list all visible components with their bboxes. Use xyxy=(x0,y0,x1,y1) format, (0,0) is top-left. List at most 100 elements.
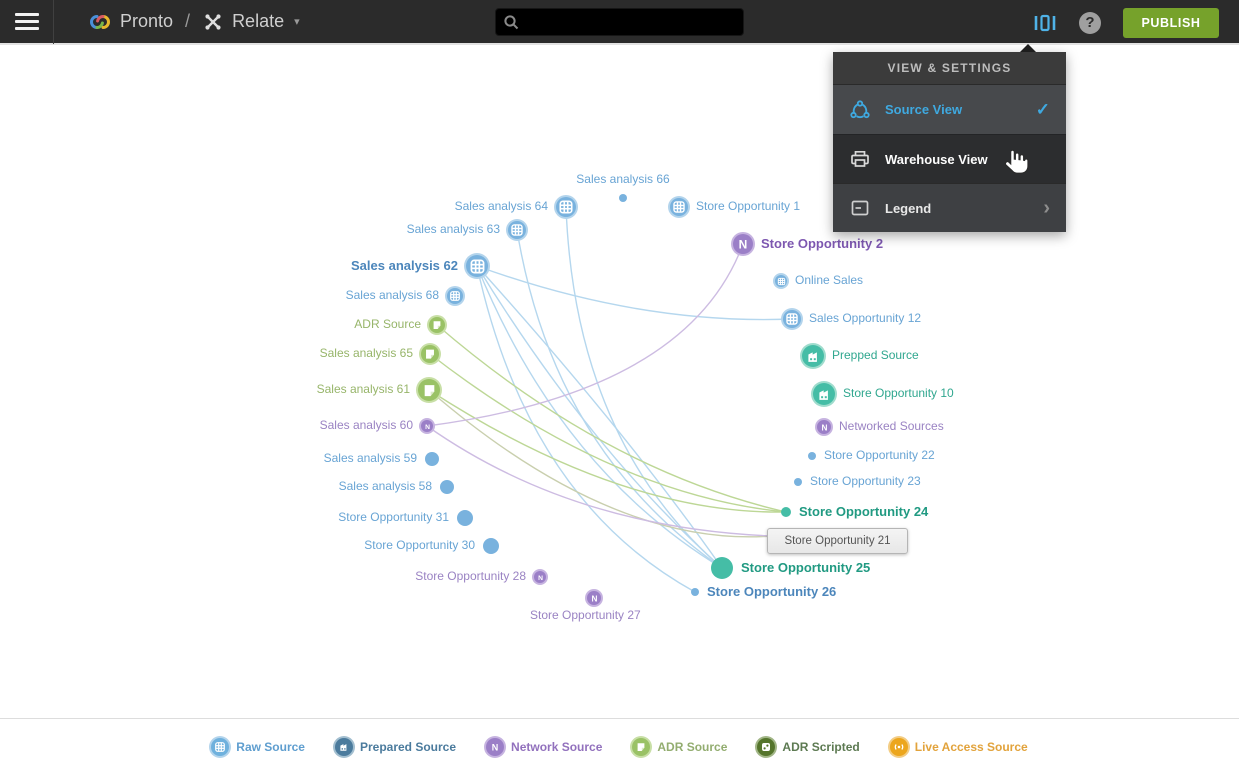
graph-node-label-so12[interactable]: Sales Opportunity 12 xyxy=(809,311,922,325)
clipboard-icon xyxy=(421,382,438,399)
grid-icon xyxy=(510,223,524,237)
graph-node-label-sa61[interactable]: Sales analysis 61 xyxy=(316,382,410,396)
module-caret-icon[interactable]: ▾ xyxy=(294,16,300,28)
graph-node-label-so1[interactable]: Store Opportunity 1 xyxy=(696,199,801,213)
node-tooltip: Store Opportunity 21 xyxy=(767,528,908,554)
menu-item-warehouse-view[interactable]: Warehouse View xyxy=(833,134,1066,183)
graph-node-so30[interactable] xyxy=(483,538,499,554)
view-settings-button[interactable] xyxy=(1033,14,1057,32)
graph-node-label-sa62[interactable]: Sales analysis 62 xyxy=(351,258,458,273)
graph-node-sa59[interactable] xyxy=(425,452,439,466)
edge-sa65-so24 xyxy=(429,353,787,513)
graph-node-so27[interactable]: N xyxy=(587,591,601,605)
graph-node-label-so24[interactable]: Store Opportunity 24 xyxy=(799,504,929,519)
graph-node-sa65[interactable] xyxy=(421,345,439,363)
menu-item-label: Source View xyxy=(885,102,963,117)
module-name[interactable]: Relate xyxy=(232,11,285,31)
hamburger-bar xyxy=(14,20,39,23)
clipboard-icon xyxy=(431,319,443,331)
menu-item-source-view[interactable]: Source View ✓ xyxy=(833,85,1066,134)
search-box[interactable] xyxy=(495,8,744,36)
graph-node-label-so25[interactable]: Store Opportunity 25 xyxy=(741,560,871,575)
graph-node-label-sa58[interactable]: Sales analysis 58 xyxy=(338,479,432,493)
hamburger-menu-button[interactable] xyxy=(0,0,54,44)
pronto-logo-icon xyxy=(88,10,112,34)
graph-node-label-so31[interactable]: Store Opportunity 31 xyxy=(338,510,449,524)
graph-node-so1[interactable] xyxy=(670,198,688,216)
menu-item-legend[interactable]: Legend › xyxy=(833,183,1066,232)
graph-node-sa63[interactable] xyxy=(508,221,526,239)
search-input[interactable] xyxy=(526,14,736,30)
product-name: Pronto xyxy=(120,11,174,31)
graph-node-online[interactable] xyxy=(775,275,787,287)
graph-node-sa68[interactable] xyxy=(447,288,463,304)
svg-text:N: N xyxy=(739,238,748,252)
menu-title: VIEW & SETTINGS xyxy=(833,52,1066,85)
legend-item-prepared-source: Prepared Source xyxy=(334,738,456,756)
graph-node-label-so2[interactable]: Store Opportunity 2 xyxy=(761,236,884,251)
grid-icon xyxy=(558,199,574,215)
edge-sa62-so25 xyxy=(476,265,723,569)
publish-button[interactable]: PUBLISH xyxy=(1123,7,1219,38)
graph-node-label-netsrc[interactable]: Networked Sources xyxy=(839,419,944,433)
help-button[interactable]: ? xyxy=(1079,11,1101,34)
graph-node-label-online[interactable]: Online Sales xyxy=(795,273,864,287)
search-icon xyxy=(503,14,520,31)
graph-node-label-so28[interactable]: Store Opportunity 28 xyxy=(415,569,526,583)
grid-icon xyxy=(672,200,686,214)
legend-icon xyxy=(849,198,871,218)
graph-node-adr[interactable] xyxy=(429,317,445,333)
graph-node-so2[interactable]: N xyxy=(733,234,753,254)
building-icon xyxy=(816,386,833,403)
graph-node-label-sa59[interactable]: Sales analysis 59 xyxy=(323,451,417,465)
graph-node-label-so30[interactable]: Store Opportunity 30 xyxy=(364,538,475,552)
graph-node-so28[interactable]: N xyxy=(534,571,546,583)
grid-icon xyxy=(777,277,786,286)
graph-node-prepped[interactable] xyxy=(802,345,824,367)
graph-node-label-sa65[interactable]: Sales analysis 65 xyxy=(319,346,413,360)
graph-node-label-so26[interactable]: Store Opportunity 26 xyxy=(707,584,837,599)
graph-node-sa58[interactable] xyxy=(440,480,454,494)
graph-node-sa66[interactable] xyxy=(619,194,627,202)
legend-item-label: ADR Scripted xyxy=(782,740,860,754)
menu-item-label: Warehouse View xyxy=(885,151,988,167)
edge-sa61-so24 xyxy=(428,389,787,513)
graph-node-label-sa60[interactable]: Sales analysis 60 xyxy=(319,418,413,432)
script-icon xyxy=(757,738,776,756)
graph-node-sa64[interactable] xyxy=(556,197,576,217)
clipboard-icon xyxy=(632,738,651,756)
legend-item-raw-source: Raw Source xyxy=(211,738,305,756)
graph-node-so26[interactable] xyxy=(691,588,699,596)
graph-node-label-sa63[interactable]: Sales analysis 63 xyxy=(406,222,500,236)
graph-node-so12[interactable] xyxy=(783,310,801,328)
graph-node-so31[interactable] xyxy=(457,510,473,526)
graph-node-sa62[interactable] xyxy=(466,255,488,277)
graph-node-so10[interactable] xyxy=(813,383,835,405)
legend-item-label: Raw Source xyxy=(236,740,305,754)
graph-node-label-so22[interactable]: Store Opportunity 22 xyxy=(824,448,935,462)
check-icon: ✓ xyxy=(1035,99,1050,119)
graph-node-label-adr[interactable]: ADR Source xyxy=(354,317,421,331)
graph-node-label-so23[interactable]: Store Opportunity 23 xyxy=(810,474,921,488)
graph-node-label-sa68[interactable]: Sales analysis 68 xyxy=(345,288,439,302)
clipboard-icon xyxy=(423,347,437,361)
legend-bar: Raw Source Prepared Source N Network Sourc… xyxy=(0,718,1239,775)
grid-icon xyxy=(449,290,461,302)
graph-node-label-so10[interactable]: Store Opportunity 10 xyxy=(843,386,954,400)
graph-node-label-sa66[interactable]: Sales analysis 66 xyxy=(576,172,670,186)
graph-node-so25[interactable] xyxy=(711,557,733,579)
graph-node-so23[interactable] xyxy=(794,478,802,486)
warehouse-view-icon xyxy=(849,149,871,169)
graph-node-netsrc[interactable]: N xyxy=(817,420,831,434)
edge-sa60-so21 xyxy=(426,425,773,537)
graph-node-sa61[interactable] xyxy=(418,379,440,401)
graph-node-sa60[interactable]: N xyxy=(421,420,433,432)
graph-node-so22[interactable] xyxy=(808,452,816,460)
tooltip-text: Store Opportunity 21 xyxy=(784,535,891,547)
graph-node-label-sa64[interactable]: Sales analysis 64 xyxy=(454,199,548,213)
graph-node-so24[interactable] xyxy=(781,507,791,517)
graph-node-label-so27[interactable]: Store Opportunity 27 xyxy=(530,608,641,622)
legend-item-label: Network Source xyxy=(511,740,603,754)
graph-node-label-prepped[interactable]: Prepped Source xyxy=(832,348,919,362)
